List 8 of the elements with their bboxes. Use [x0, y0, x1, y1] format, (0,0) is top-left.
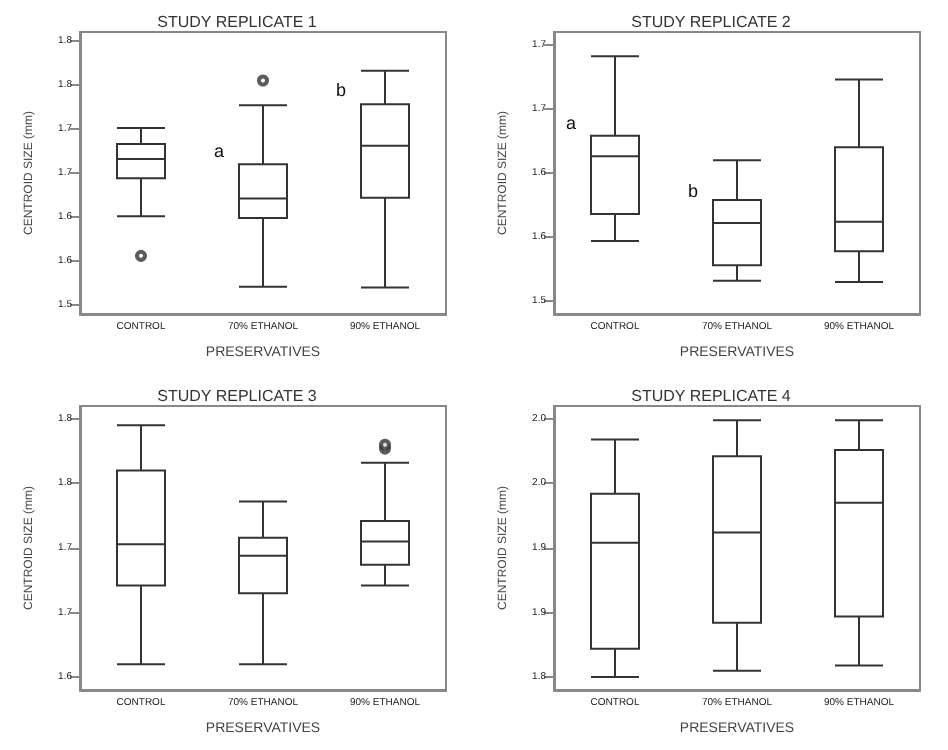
chart-title: STUDY REPLICATE 2: [631, 13, 792, 31]
annotation: a: [213, 140, 225, 161]
chart-title: STUDY REPLICATE 1: [157, 13, 318, 31]
chart-title: STUDY REPLICATE 4: [631, 387, 792, 405]
annotation: a: [565, 113, 577, 134]
annotation: b: [687, 180, 699, 201]
annotation: b: [335, 80, 347, 101]
chart-title: STUDY REPLICATE 3: [157, 387, 318, 405]
